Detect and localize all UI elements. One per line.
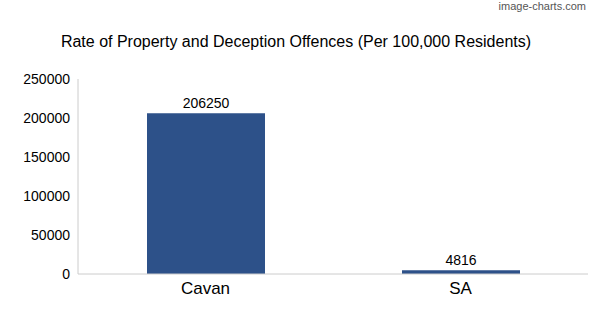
svg-text:100000: 100000 — [23, 188, 70, 204]
svg-text:150000: 150000 — [23, 149, 70, 165]
svg-text:206250: 206250 — [183, 95, 230, 111]
html-text:image-charts.com: image-charts.com — [498, 0, 586, 12]
svg-text:SA: SA — [449, 279, 472, 298]
svg-text:0: 0 — [62, 266, 70, 282]
svg-text:250000: 250000 — [23, 71, 70, 87]
svg-text:4816: 4816 — [445, 252, 476, 268]
svg-text:Cavan: Cavan — [181, 279, 230, 298]
svg-text:50000: 50000 — [31, 227, 70, 243]
svg-text:200000: 200000 — [23, 110, 70, 126]
html-text:Rate of Property and Deception: Rate of Property and Deception Offences … — [60, 33, 532, 50]
